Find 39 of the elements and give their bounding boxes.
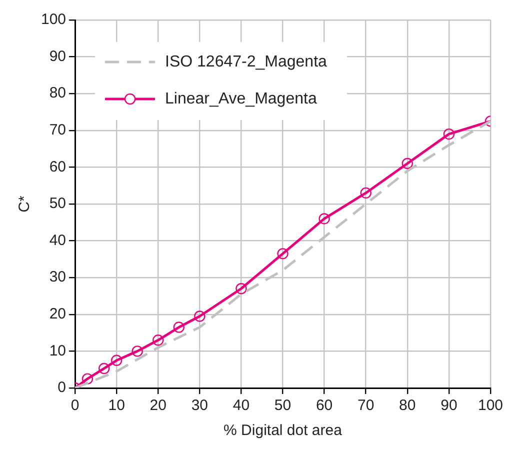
y-axis-title: C* (16, 196, 34, 212)
x-tick-label: 10 (108, 397, 125, 414)
point (132, 346, 143, 357)
point (360, 187, 372, 199)
point (194, 310, 206, 322)
legend-label: ISO 12647-2_Magenta (165, 53, 328, 70)
y-tick-label: 90 (49, 48, 66, 65)
x-tick-label: 90 (440, 397, 458, 414)
y-tick-label: 70 (49, 122, 66, 139)
legend-label: Linear_Ave_Magenta (165, 90, 317, 108)
x-tick-label: 80 (399, 397, 416, 414)
point (173, 322, 184, 333)
point (277, 248, 288, 260)
point (236, 283, 247, 294)
x-tick-label: 30 (191, 397, 208, 414)
x-tick-label: 0 (70, 397, 80, 414)
y-tick-label: 80 (49, 84, 66, 102)
x-tick-label: 20 (150, 397, 166, 414)
point (402, 158, 413, 170)
point (82, 373, 94, 384)
point (152, 334, 164, 346)
x-tick-label: 50 (274, 397, 292, 414)
y-tick-label: 30 (49, 268, 66, 286)
y-tick-label: 10 (49, 342, 66, 360)
y-tick-label: 100 (40, 11, 66, 28)
point (318, 213, 330, 224)
point (98, 362, 110, 374)
point (110, 354, 122, 366)
y-tick-label: 0 (58, 379, 66, 396)
y-tick-label: 20 (49, 306, 66, 323)
x-tick-label: 70 (358, 397, 374, 414)
x-tick-label: 60 (316, 397, 333, 414)
x-tick-label: 100 (478, 397, 503, 414)
y-tick-label: 50 (49, 195, 66, 212)
y-tick-label: 60 (49, 158, 66, 176)
y-tick-label: 40 (49, 232, 66, 249)
point (443, 128, 455, 140)
x-tick-label: 40 (232, 397, 250, 414)
x-axis-title: % Digital dot area (224, 422, 343, 440)
